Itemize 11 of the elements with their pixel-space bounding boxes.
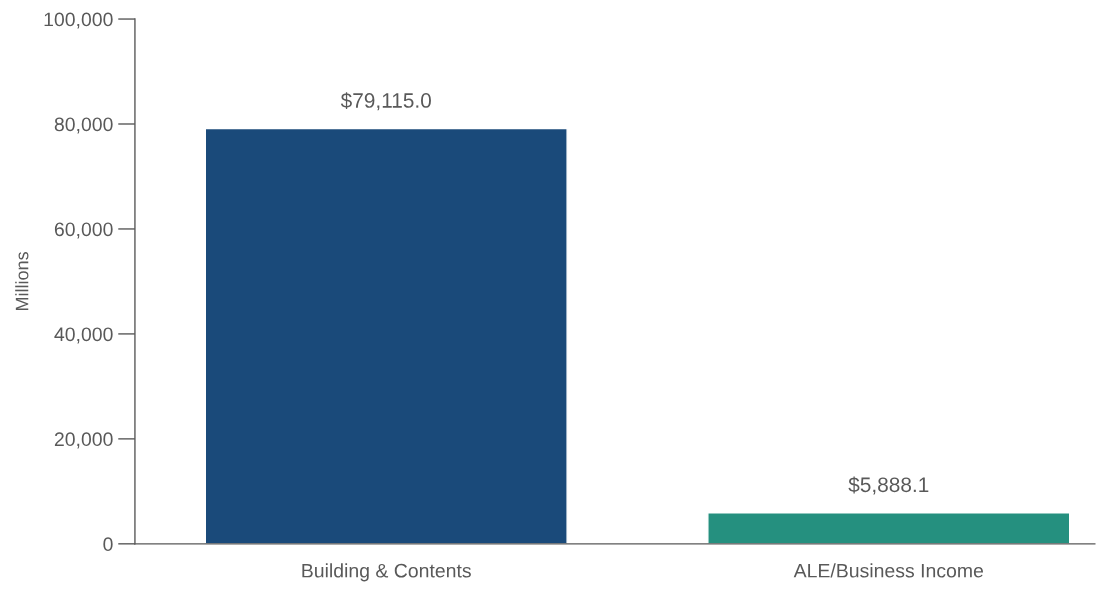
y-tick-label: 40,000 bbox=[54, 327, 113, 344]
data-label: $5,888.1 bbox=[848, 476, 929, 495]
y-tick-label: 100,000 bbox=[44, 12, 113, 29]
y-axis-title: Millions bbox=[15, 251, 29, 311]
data-label: $79,115.0 bbox=[340, 92, 431, 111]
x-tick-label: ALE/Business Income bbox=[793, 563, 984, 578]
x-tick-label: Building & Contents bbox=[302, 563, 471, 582]
y-tick-label: 80,000 bbox=[54, 117, 113, 134]
y-tick-label: 0 bbox=[103, 537, 113, 552]
y-tick-label: 60,000 bbox=[54, 222, 113, 239]
y-tick-label: 20,000 bbox=[54, 432, 113, 449]
